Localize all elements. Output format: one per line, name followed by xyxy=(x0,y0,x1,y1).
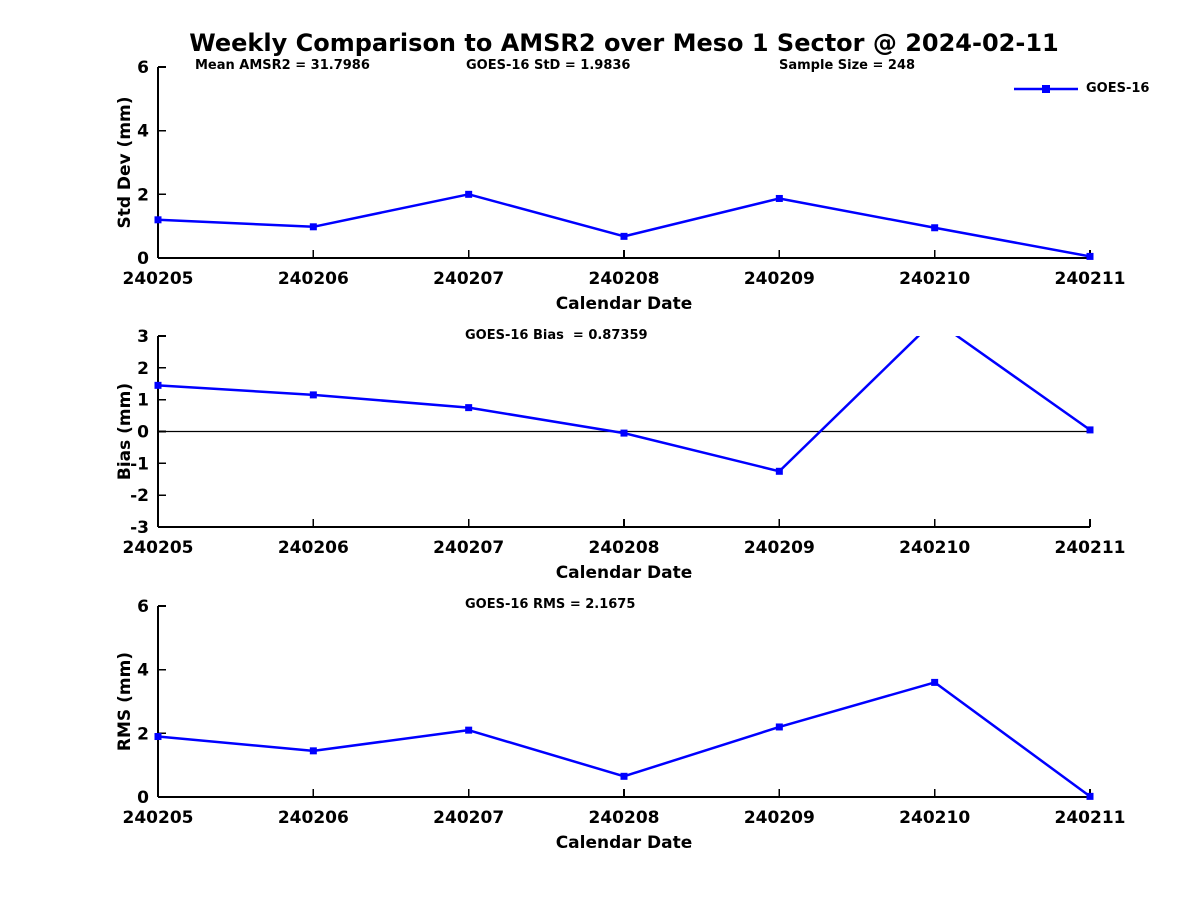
data-point-marker xyxy=(154,216,162,224)
x-tick-label: 240205 xyxy=(123,269,194,289)
x-tick-label: 240208 xyxy=(589,808,660,828)
data-point-marker xyxy=(775,194,783,202)
y-tick-label: 0 xyxy=(137,788,149,808)
y-tick-label: 6 xyxy=(137,58,149,78)
y-tick-label: 2 xyxy=(137,185,149,205)
data-line xyxy=(157,193,1091,258)
x-tick-label: 240207 xyxy=(433,808,504,828)
data-point-marker xyxy=(931,317,938,324)
data-point-marker xyxy=(309,223,317,231)
data-point-marker xyxy=(1086,792,1094,800)
data-point-marker xyxy=(931,678,939,686)
data-point-marker xyxy=(620,232,628,240)
x-axis-label: Calendar Date xyxy=(556,833,693,853)
legend: GOES-16 xyxy=(1013,80,1149,98)
x-tick-label: 240206 xyxy=(278,538,349,558)
subplot-bias-mm-: -3 -2 -1 0 1 2 3 240205 240206 240207 240208 240209… xyxy=(115,317,1126,583)
y-tick-label: 4 xyxy=(137,661,149,681)
axes xyxy=(157,605,1091,798)
x-axis-label: Calendar Date xyxy=(556,294,693,314)
y-axis-label: RMS (mm) xyxy=(115,652,135,751)
data-point-marker xyxy=(1086,252,1094,260)
x-tick-label: 240205 xyxy=(123,808,194,828)
x-tick-label: 240210 xyxy=(899,808,970,828)
data-point-marker xyxy=(309,747,317,755)
x-tick-label: 240210 xyxy=(899,269,970,289)
data-point-marker xyxy=(465,726,473,734)
figure-title: Weekly Comparison to AMSR2 over Meso 1 S… xyxy=(189,29,1059,57)
data-line xyxy=(157,336,1091,473)
data-point-marker xyxy=(465,190,473,198)
x-tick-label: 240207 xyxy=(433,538,504,558)
x-axis-label: Calendar Date xyxy=(556,563,693,583)
legend-label: GOES-16 xyxy=(1086,81,1150,96)
series-goes-16 xyxy=(154,190,1094,260)
data-point-marker xyxy=(309,391,317,399)
x-tick-label: 240211 xyxy=(1055,538,1126,558)
y-tick-label: -3 xyxy=(130,518,149,538)
axes xyxy=(157,66,1091,259)
x-tick-label: 240209 xyxy=(744,808,815,828)
y-tick-label: 1 xyxy=(137,391,149,411)
series-goes-16 xyxy=(154,678,1094,800)
data-point-marker xyxy=(775,723,783,731)
y-tick-label: 6 xyxy=(137,597,149,617)
data-point-marker xyxy=(154,381,162,389)
x-tick-label: 240211 xyxy=(1055,269,1126,289)
series-goes-16 xyxy=(154,317,1094,475)
data-point-marker xyxy=(620,772,628,780)
legend-line-sample-icon xyxy=(1014,85,1078,93)
x-tick-label: 240205 xyxy=(123,538,194,558)
data-point-marker xyxy=(1086,426,1094,434)
y-axis-label: Std Dev (mm) xyxy=(115,96,135,228)
x-tick-label: 240208 xyxy=(589,269,660,289)
x-tick-label: 240209 xyxy=(744,269,815,289)
x-tick-label: 240211 xyxy=(1055,808,1126,828)
y-axis-label: Bias (mm) xyxy=(115,383,135,480)
data-point-marker xyxy=(620,429,628,437)
x-tick-label: 240210 xyxy=(899,538,970,558)
x-tick-label: 240207 xyxy=(433,269,504,289)
y-tick-label: 0 xyxy=(137,249,149,269)
y-tick-label: -1 xyxy=(130,454,149,474)
x-tick-label: 240209 xyxy=(744,538,815,558)
bias-subplot-title: GOES-16 Bias = 0.87359 xyxy=(465,328,648,343)
subplot-std-dev-mm-: 0 2 4 6 240205 240206 240207 240208 240209 240210… xyxy=(115,58,1125,314)
x-tick-label: 240206 xyxy=(278,269,349,289)
y-tick-label: 2 xyxy=(137,359,149,379)
subplot-rms-mm-: 0 2 4 6 240205 240206 240207 240208 240209 240210… xyxy=(115,597,1125,853)
data-point-marker xyxy=(465,404,473,412)
rms-subplot-title: GOES-16 RMS = 2.1675 xyxy=(465,597,636,612)
x-tick-label: 240208 xyxy=(589,538,660,558)
y-tick-label: 0 xyxy=(137,423,149,443)
stat-sample-size: Sample Size = 248 xyxy=(779,58,916,73)
x-tick-label: 240206 xyxy=(278,808,349,828)
y-tick-label: -2 xyxy=(130,486,149,506)
y-tick-label: 4 xyxy=(137,122,149,142)
stat-goes16-std: GOES-16 StD = 1.9836 xyxy=(466,58,631,73)
data-point-marker xyxy=(931,224,939,232)
y-tick-label: 2 xyxy=(137,724,149,744)
data-point-marker xyxy=(154,733,162,741)
stat-mean-amsr2: Mean AMSR2 = 31.7986 xyxy=(195,58,370,73)
data-point-marker xyxy=(775,467,783,475)
y-tick-label: 3 xyxy=(137,327,149,347)
